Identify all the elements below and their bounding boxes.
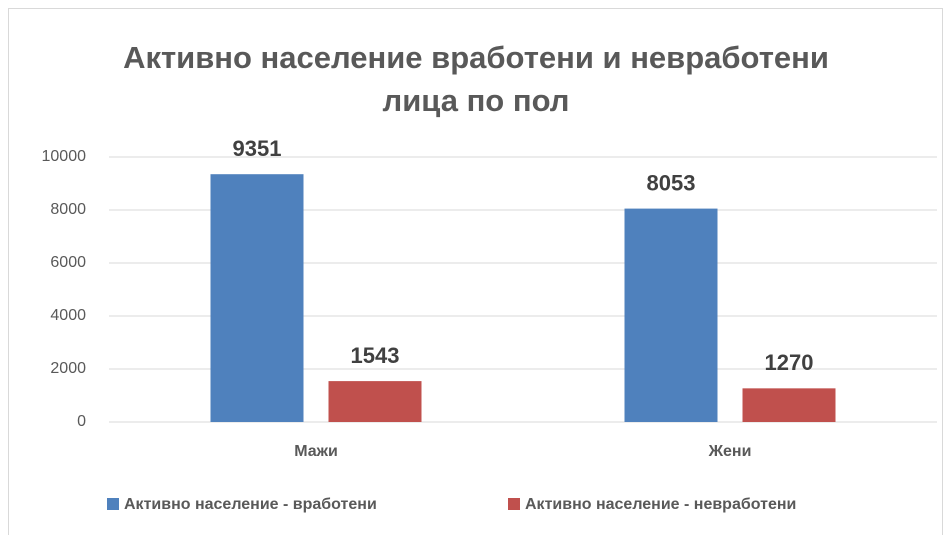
y-tick-label: 2000	[50, 360, 86, 377]
y-tick-label: 4000	[50, 307, 86, 324]
bar	[742, 388, 836, 422]
legend-swatch	[107, 498, 119, 510]
chart-title: Активно население вработени и невработен…	[123, 40, 829, 118]
data-label: 8053	[647, 170, 696, 195]
legend-label: Активно население - вработени	[124, 496, 377, 513]
bar	[328, 381, 422, 422]
chart-border	[8, 8, 943, 535]
y-tick-label: 6000	[50, 254, 86, 271]
x-tick-label: Мажи	[294, 443, 338, 460]
y-tick-label: 10000	[42, 148, 87, 165]
data-label: 1270	[765, 350, 814, 375]
y-tick-label: 0	[77, 413, 86, 430]
legend-swatch	[508, 498, 520, 510]
bar	[624, 208, 718, 422]
x-tick-label: Жени	[708, 443, 752, 460]
bar	[210, 174, 304, 422]
data-label: 1543	[351, 343, 400, 368]
y-tick-label: 8000	[50, 201, 86, 218]
data-label: 9351	[233, 136, 282, 161]
legend-label: Активно население - невработени	[525, 496, 796, 513]
